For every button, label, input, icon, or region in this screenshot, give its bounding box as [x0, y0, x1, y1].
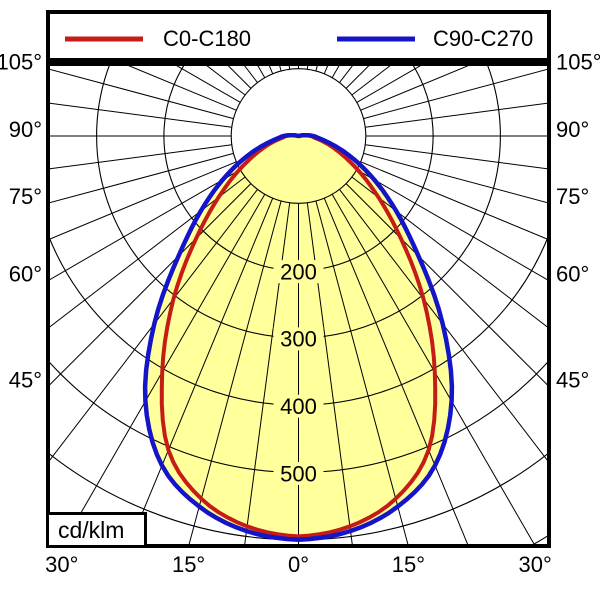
angle-label-bottom-0: 30°: [45, 552, 78, 577]
grid-spoke-97.5: [365, 102, 549, 128]
radial-tick-halo-400: [273, 394, 324, 418]
grid-spoke-105: [363, 68, 549, 120]
angle-label-right-105: 105°: [556, 50, 600, 75]
grid-spoke-22.5: [323, 198, 469, 546]
radial-tick-halo-200: [273, 260, 324, 284]
grid-spoke-240: [172, 64, 241, 103]
grid-spoke-120: [356, 64, 425, 103]
legend-line-c90-c270-icon: [337, 36, 415, 42]
grid-spoke-67.5: [360, 161, 549, 241]
angle-label-left-90: 90°: [9, 117, 42, 142]
radial-tick-halo-500: [273, 462, 324, 485]
grid-spoke-292.5: [48, 161, 237, 241]
legend-label-c0-c180: C0-C180: [163, 26, 252, 51]
legend-label-c90-c270: C90-C270: [433, 26, 534, 51]
unit-label: cd/klm: [58, 516, 125, 543]
grid-spoke-307.5: [48, 176, 246, 329]
angle-label-left-45: 45°: [9, 367, 42, 392]
grid-spoke-285: [48, 152, 234, 204]
grid-spoke-52.5: [351, 176, 549, 329]
grid-spoke-255: [48, 68, 234, 120]
grid-spoke-112.5: [360, 64, 474, 111]
curve-c90-c270: [142, 132, 455, 543]
grid-spoke-262.5: [48, 102, 232, 128]
grid-spoke-300: [48, 169, 241, 282]
angle-label-right-75: 75°: [556, 184, 589, 209]
radial-tick-label-500: 500: [280, 461, 317, 486]
grid-spoke-30: [331, 194, 536, 546]
unit-box: cd/klm: [46, 512, 147, 548]
grid-spoke-60: [356, 169, 549, 282]
angle-label-left-60: 60°: [9, 261, 42, 286]
grid-spoke-322.5: [48, 189, 258, 464]
radial-tick-label-200: 200: [280, 259, 317, 284]
angle-label-bottom-1: 15°: [172, 552, 205, 577]
grid-spoke-277.5: [48, 144, 232, 170]
radial-tick-label-300: 300: [280, 327, 317, 352]
grid-spoke-82.5: [365, 144, 549, 170]
legend: C0-C180 C90-C270: [46, 10, 551, 62]
curve-c0-c180: [159, 133, 438, 539]
grid-spoke-345: [188, 200, 282, 546]
radial-tick-label-400: 400: [280, 394, 317, 419]
legend-line-c0-c180-icon: [65, 36, 143, 42]
grid-spoke-15: [315, 200, 409, 546]
angle-label-right-90: 90°: [556, 117, 589, 142]
grid-spoke-330: [61, 194, 266, 546]
grid-spoke-75: [363, 152, 549, 204]
angle-label-right-45: 45°: [556, 367, 589, 392]
angle-label-right-60: 60°: [556, 261, 589, 286]
angle-label-bottom-2: 0°: [288, 552, 309, 577]
grid-spoke-37.5: [339, 189, 549, 464]
grid-spoke-247.5: [123, 64, 237, 111]
angle-label-left-105: 105°: [0, 50, 42, 75]
angle-label-left-75: 75°: [9, 184, 42, 209]
angle-label-bottom-4: 30°: [519, 552, 552, 577]
radial-tick-halo-300: [273, 327, 324, 351]
angle-label-bottom-3: 15°: [392, 552, 425, 577]
